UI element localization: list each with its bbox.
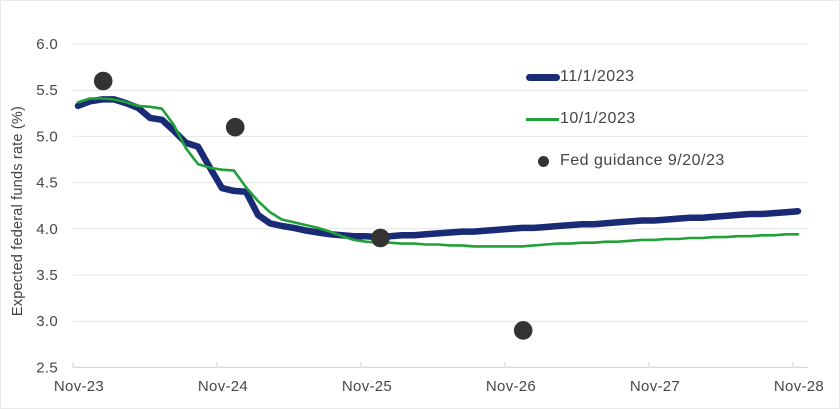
x-tick-label: Nov-27 bbox=[630, 378, 680, 395]
series-line-10-1-2023 bbox=[76, 97, 800, 248]
y-tick-label: 3.5 bbox=[36, 267, 58, 284]
blue-line-swatch bbox=[526, 73, 560, 81]
legend-item-11-1-2023: 11/1/2023 bbox=[526, 63, 725, 91]
legend-label-fed-guidance: Fed guidance 9/20/23 bbox=[560, 152, 725, 169]
y-tick-label: 4.5 bbox=[36, 175, 58, 192]
legend-label-11-1-2023: 11/1/2023 bbox=[560, 68, 635, 85]
x-tick-label: Nov-24 bbox=[198, 378, 248, 395]
x-tick-label: Nov-26 bbox=[486, 378, 536, 395]
series-line-11-1-2023 bbox=[74, 96, 802, 241]
blue-line-swatch-wrap bbox=[526, 73, 560, 81]
fed-guidance-dot-icon bbox=[537, 155, 549, 167]
legend-label-10-1-2023: 10/1/2023 bbox=[560, 110, 636, 127]
fed-guidance-dot-swatch-wrap bbox=[526, 155, 560, 167]
y-tick-label: 2.5 bbox=[36, 359, 58, 376]
x-tick-label: Nov-28 bbox=[774, 378, 824, 395]
legend: 11/1/2023 10/1/2023 Fed guidance 9/20/23 bbox=[526, 63, 725, 189]
x-tick-label: Nov-25 bbox=[342, 378, 392, 395]
legend-item-fed-guidance: Fed guidance 9/20/23 bbox=[526, 147, 725, 175]
green-line-swatch bbox=[526, 117, 559, 121]
fed-guidance-dot bbox=[93, 71, 113, 91]
fed-guidance-dot bbox=[225, 117, 245, 137]
y-tick-label: 5.5 bbox=[36, 82, 58, 99]
y-tick-label: 6.0 bbox=[36, 36, 58, 53]
green-line-swatch-wrap bbox=[526, 117, 560, 121]
fed-guidance-dot bbox=[513, 321, 533, 340]
fed-guidance-dot bbox=[371, 228, 390, 248]
x-tick-label: Nov-23 bbox=[54, 378, 104, 395]
y-tick-label: 3.0 bbox=[36, 313, 58, 330]
y-tick-label: 5.0 bbox=[36, 128, 58, 145]
y-tick-label: 4.0 bbox=[36, 221, 58, 238]
legend-item-10-1-2023: 10/1/2023 bbox=[526, 105, 725, 133]
